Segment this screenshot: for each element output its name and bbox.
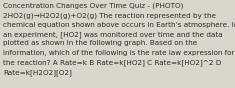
Text: Rate=k[H2O2][O2]: Rate=k[H2O2][O2] — [3, 69, 72, 76]
Text: 2HO2(g)→H2O2(g)+O2(g) The reaction represented by the: 2HO2(g)→H2O2(g)+O2(g) The reaction repre… — [3, 12, 216, 19]
Text: information, which of the following is the rate law expression for: information, which of the following is t… — [3, 50, 235, 56]
Text: the reaction? A Rate=k B Rate=k[HO2] C Rate=k[HO2]^2 D: the reaction? A Rate=k B Rate=k[HO2] C R… — [3, 59, 221, 66]
Text: an experiment, [HO2] was monitored over time and the data: an experiment, [HO2] was monitored over … — [3, 31, 223, 38]
Text: chemical equation shown above occurs in Earth’s atmosphere. In: chemical equation shown above occurs in … — [3, 22, 235, 28]
Text: Concentration Changes Over Time Quiz - (PHOTO): Concentration Changes Over Time Quiz - (… — [3, 3, 184, 9]
Text: plotted as shown in the following graph. Based on the: plotted as shown in the following graph.… — [3, 40, 197, 46]
